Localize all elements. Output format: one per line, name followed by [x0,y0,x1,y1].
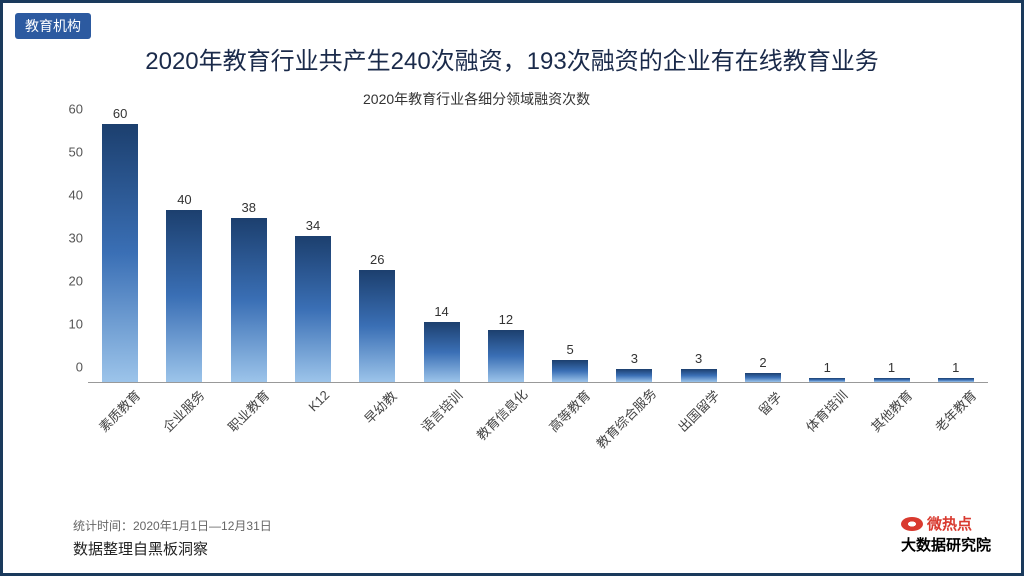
bar-category-label: 语言培训 [416,385,466,435]
bar-value-label: 26 [370,252,384,267]
bar [681,369,717,382]
bar-category-label: 体育培训 [801,385,851,435]
bar-value-label: 14 [434,304,448,319]
y-tick: 0 [58,360,83,375]
bar-category-label: 高等教育 [544,385,594,435]
bar-group: 3出国留学 [669,351,729,382]
bar [809,378,845,382]
y-tick: 10 [58,317,83,332]
bar [938,378,974,382]
bar-group: 26早幼教 [347,252,407,382]
bar [488,330,524,382]
plot-area: 0102030405060 60素质教育40企业服务38职业教育34K1226早… [88,103,988,383]
bar-value-label: 1 [952,360,959,375]
bar [102,124,138,382]
bar [745,373,781,382]
bar-value-label: 5 [566,342,573,357]
logo-text-1: 微热点 [927,513,972,534]
y-tick: 40 [58,188,83,203]
bar-category-label: 老年教育 [930,385,980,435]
bar [616,369,652,382]
bar-value-label: 2 [759,355,766,370]
bar-category-label: 企业服务 [158,385,208,435]
bar-category-label: 早幼教 [360,386,401,427]
bars-container: 60素质教育40企业服务38职业教育34K1226早幼教14语言培训12教育信息… [88,103,988,382]
bar-category-label: 职业教育 [223,385,273,435]
bar-value-label: 60 [113,106,127,121]
bar-group: 1其他教育 [862,360,922,382]
bar-group: 1老年教育 [926,360,986,382]
bar [874,378,910,382]
category-tag: 教育机构 [15,13,91,39]
bar-group: 12教育信息化 [476,312,536,382]
bar-group: 40企业服务 [154,192,214,382]
logo-text-2: 大数据研究院 [901,534,991,555]
page-title: 2020年教育行业共产生240次融资，193次融资的企业有在线教育业务 [3,41,1021,76]
bar-category-label: K12 [305,387,332,414]
bar-category-label: 教育信息化 [472,384,531,443]
bar-chart: 0102030405060 60素质教育40企业服务38职业教育34K1226早… [58,103,988,423]
bar-category-label: 其他教育 [865,385,915,435]
bar-category-label: 出国留学 [673,385,723,435]
bar [424,322,460,382]
bar-value-label: 12 [499,312,513,327]
bar [166,210,202,382]
brand-logo: 微热点 大数据研究院 [901,513,991,555]
bar-category-label: 教育综合服务 [592,384,661,453]
stat-time: 统计时间：2020年1月1日—12月31日 [73,517,272,534]
y-tick: 30 [58,231,83,246]
bar-group: 3教育综合服务 [604,351,664,382]
bar-category-label: 素质教育 [94,385,144,435]
y-tick: 50 [58,145,83,160]
bar-value-label: 40 [177,192,191,207]
logo-eye-icon [901,517,923,531]
bar-value-label: 1 [824,360,831,375]
y-tick: 60 [58,102,83,117]
bar-group: 14语言培训 [412,304,472,382]
bar-group: 60素质教育 [90,106,150,382]
y-tick: 20 [58,274,83,289]
bar-value-label: 1 [888,360,895,375]
bar-group: 34K12 [283,218,343,382]
bar-group: 5高等教育 [540,342,600,382]
bar-value-label: 3 [631,351,638,366]
bar-group: 1体育培训 [797,360,857,382]
bar [295,236,331,382]
bar [359,270,395,382]
bar-group: 2留学 [733,355,793,382]
bar-value-label: 34 [306,218,320,233]
data-source: 数据整理自黑板洞察 [73,538,272,559]
bar [231,218,267,382]
bar [552,360,588,382]
footer: 统计时间：2020年1月1日—12月31日 数据整理自黑板洞察 [73,517,272,559]
bar-value-label: 38 [241,200,255,215]
bar-category-label: 留学 [753,387,785,419]
bar-group: 38职业教育 [219,200,279,382]
bar-value-label: 3 [695,351,702,366]
